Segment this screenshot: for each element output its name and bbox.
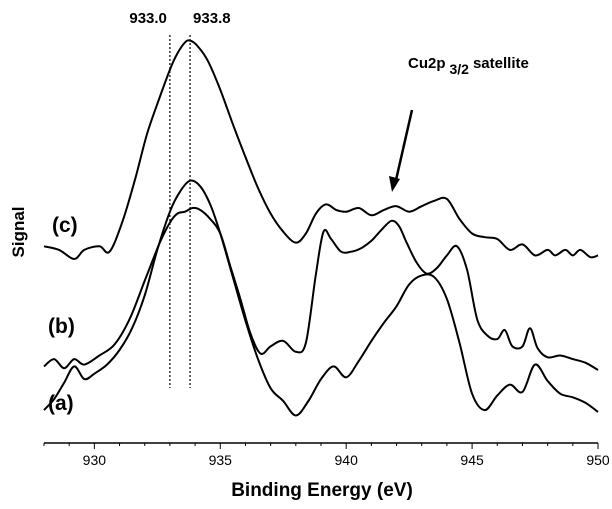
reference-lines: 933.0 933.8 <box>129 10 231 388</box>
series-line-c <box>43 39 599 260</box>
series-line-a <box>43 179 599 417</box>
annotation-tail: satellite <box>473 55 529 72</box>
y-axis-label: Signal <box>9 206 28 257</box>
x-tick-label-935: 935 <box>209 452 233 468</box>
reference-label-933.8: 933.8 <box>193 10 231 27</box>
reference-label-933.0: 933.0 <box>129 10 167 27</box>
series-line-b <box>43 206 599 371</box>
x-tick-label-940: 940 <box>335 452 359 468</box>
annotation-arrow-shaft <box>394 109 414 181</box>
annotation-arrow-head <box>389 176 400 192</box>
series-label-c: (c) <box>52 214 78 237</box>
series-label-b: (b) <box>48 315 75 338</box>
x-axis: 930 935 940 945 950 <box>43 442 610 468</box>
x-axis-label: Binding Energy (eV) <box>231 480 413 501</box>
x-tick-label-945: 945 <box>460 452 484 468</box>
x-tick-label-930: 930 <box>83 452 107 468</box>
x-tick-label-950: 950 <box>586 452 610 468</box>
satellite-annotation: Cu2p 3/2 satellite <box>389 55 529 192</box>
annotation-subscript: 3/2 <box>450 61 470 77</box>
series-layer: (c) (b) (a) <box>43 39 599 417</box>
series-label-a: (a) <box>48 392 74 415</box>
annotation-main: Cu2p <box>408 55 446 72</box>
